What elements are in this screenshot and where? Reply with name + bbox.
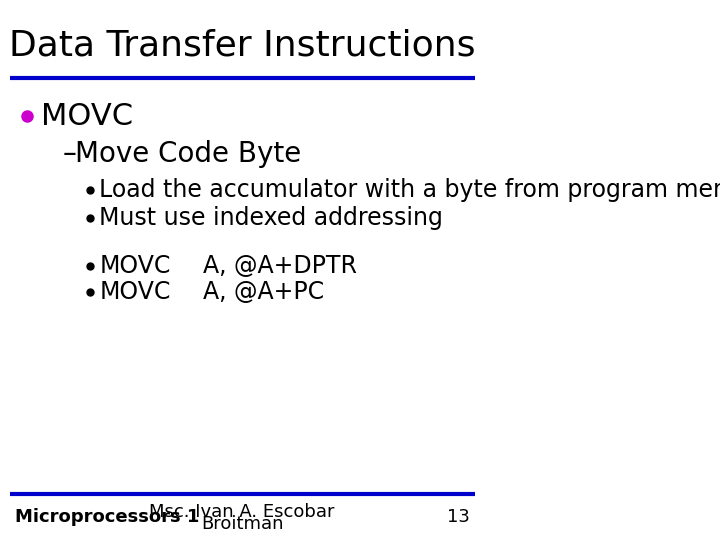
Text: A, @A+PC: A, @A+PC bbox=[204, 280, 325, 303]
Text: Data Transfer Instructions: Data Transfer Instructions bbox=[9, 29, 475, 63]
Text: MOVC: MOVC bbox=[41, 102, 133, 131]
Text: Move Code Byte: Move Code Byte bbox=[75, 140, 302, 168]
Text: 13: 13 bbox=[447, 508, 470, 526]
Text: Broitman: Broitman bbox=[201, 515, 284, 533]
Text: MOVC: MOVC bbox=[99, 254, 171, 278]
Text: Load the accumulator with a byte from program memory.: Load the accumulator with a byte from pr… bbox=[99, 178, 720, 202]
Text: MOVC: MOVC bbox=[99, 280, 171, 303]
Text: Must use indexed addressing: Must use indexed addressing bbox=[99, 206, 444, 230]
Text: A, @A+DPTR: A, @A+DPTR bbox=[204, 254, 358, 278]
Text: Microprocessors 1: Microprocessors 1 bbox=[14, 508, 199, 526]
Text: –: – bbox=[63, 140, 77, 168]
Text: Msc. Ivan A. Escobar: Msc. Ivan A. Escobar bbox=[150, 503, 335, 521]
